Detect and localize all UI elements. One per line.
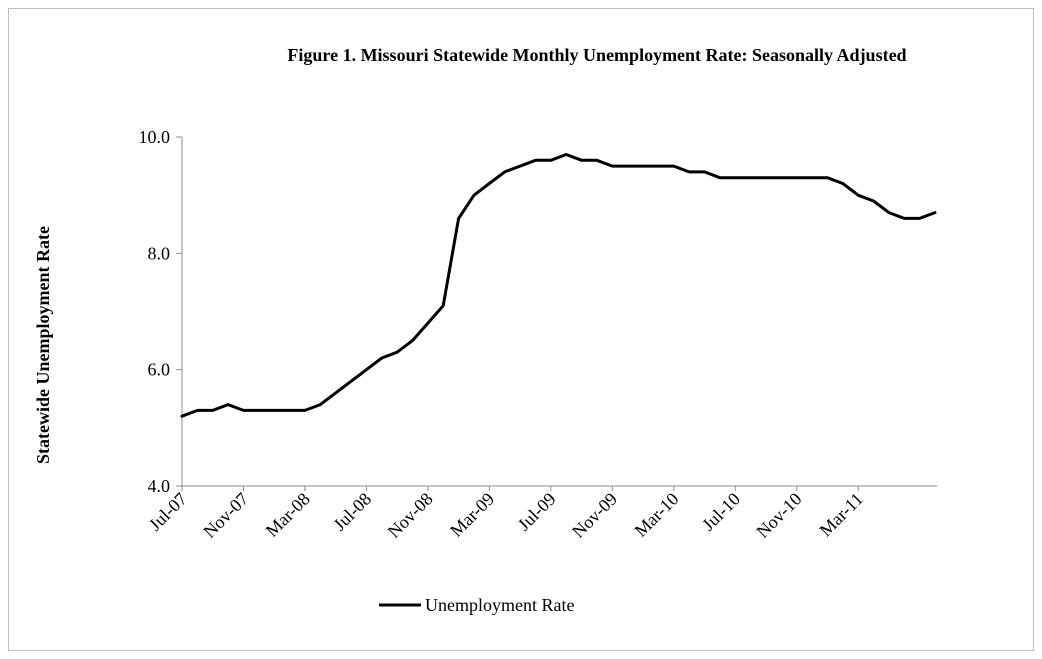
series-line-unemployment-rate (180, 153, 937, 418)
y-tick-label: 4.0 (148, 476, 171, 496)
x-tick-label: Mar-11 (815, 489, 867, 541)
x-tick-label: Nov-08 (384, 489, 437, 542)
x-tick-label: Mar-10 (631, 489, 683, 541)
x-tick-label: Jul-10 (698, 489, 744, 535)
y-tick-label: 6.0 (148, 360, 171, 380)
y-axis-label: Statewide Unemployment Rate (33, 226, 53, 464)
x-tick-label: Mar-08 (262, 489, 314, 541)
chart-svg: Figure 1. Missouri Statewide Monthly Une… (33, 45, 937, 615)
x-tick-label: Jul-08 (329, 489, 375, 535)
chart-title: Figure 1. Missouri Statewide Monthly Une… (287, 45, 906, 65)
chart-frame: Figure 1. Missouri Statewide Monthly Une… (8, 8, 1034, 651)
legend-label: Unemployment Rate (425, 595, 574, 615)
x-tick-label: Mar-09 (446, 489, 498, 541)
x-tick-label: Nov-10 (752, 489, 805, 542)
x-tick-label: Nov-07 (199, 489, 252, 542)
y-tick-label: 10.0 (139, 127, 171, 147)
x-tick-label: Jul-09 (514, 489, 560, 535)
legend: Unemployment Rate (379, 595, 574, 615)
y-tick-label: 8.0 (148, 243, 171, 263)
x-tick-label: Nov-09 (568, 489, 621, 542)
